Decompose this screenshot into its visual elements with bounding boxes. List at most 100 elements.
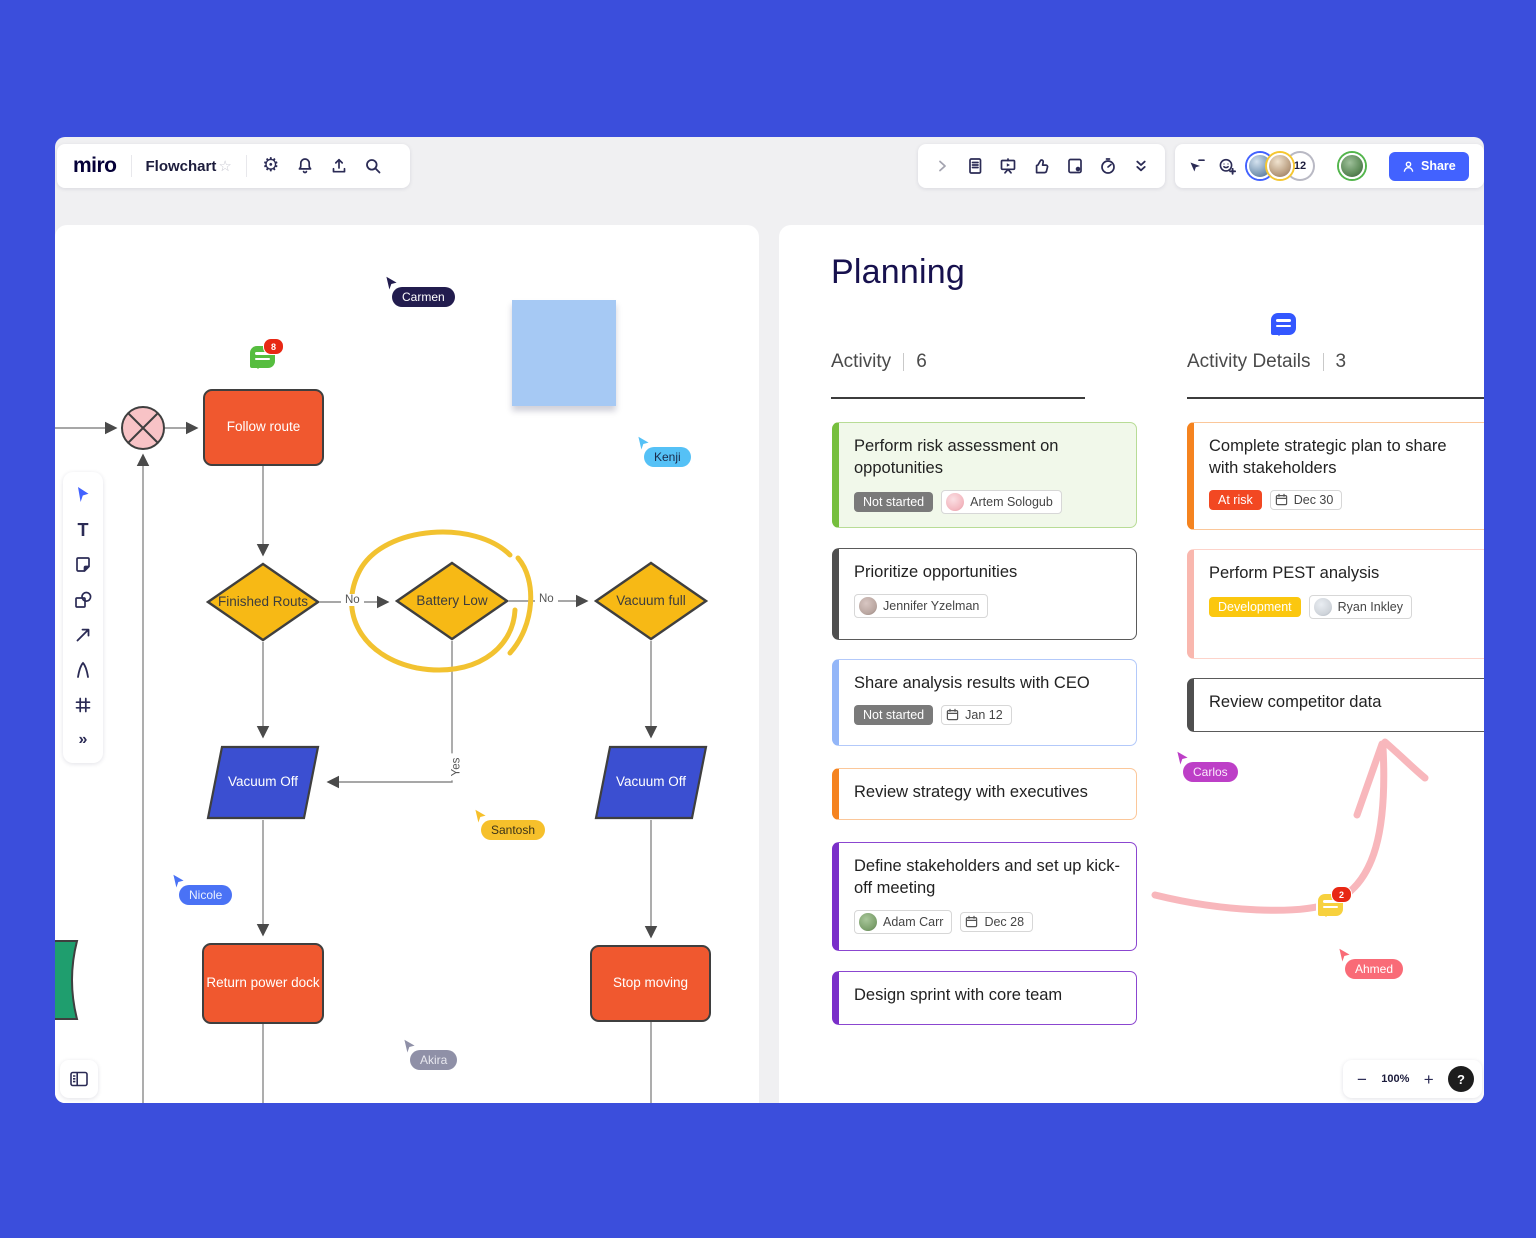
help-button[interactable]: ?	[1448, 1066, 1474, 1092]
settings-gear-icon[interactable]: ⚙	[262, 155, 280, 176]
select-tool[interactable]	[72, 484, 94, 506]
assignee-chip[interactable]: Ryan Inkley	[1308, 594, 1412, 619]
avatar	[859, 912, 877, 931]
activity-card[interactable]: Review strategy with executives	[832, 768, 1137, 820]
follow-cursor-icon[interactable]	[1187, 156, 1207, 176]
add-reaction-emoji-icon[interactable]	[1217, 156, 1237, 176]
connector-arrow-tool[interactable]	[72, 624, 94, 646]
activity-detail-card[interactable]: Review competitor data	[1187, 678, 1484, 732]
flow-node-vacuum-full[interactable]: Vacuum full	[594, 561, 708, 641]
due-date-chip[interactable]: Jan 12	[941, 704, 1012, 725]
notifications-bell-icon[interactable]	[295, 156, 315, 176]
diamond-shape	[594, 561, 708, 641]
status-badge: Not started	[854, 704, 934, 725]
activity-card[interactable]: Define stakeholders and set up kick-off …	[832, 842, 1137, 951]
avatar-current-user[interactable]	[1339, 153, 1365, 179]
sticky-note-tool[interactable]	[72, 554, 94, 576]
assignee-chip[interactable]: Jennifer Yzelman	[854, 593, 989, 618]
avatar[interactable]	[1267, 153, 1293, 179]
comment-pin[interactable]: 2	[1318, 886, 1352, 917]
activity-detail-card[interactable]: Perform PEST analysis Development Ryan I…	[1187, 549, 1484, 659]
due-date-chip[interactable]: Dec 30	[1269, 489, 1343, 510]
expand-chevron-icon[interactable]	[932, 156, 952, 176]
more-tools[interactable]: »	[78, 731, 88, 748]
flow-node-follow-route[interactable]: Follow route	[203, 389, 324, 466]
calendar-icon	[966, 915, 978, 928]
edge-label-yes[interactable]: Yes	[450, 753, 463, 781]
junction-circle-node[interactable]	[121, 406, 165, 450]
avatar	[1313, 597, 1332, 616]
activity-card[interactable]: Perform risk assessment on oppotunities …	[832, 422, 1137, 528]
comment-count-badge: 2	[1331, 886, 1352, 903]
divider	[245, 155, 247, 177]
column-label: Activity Details	[1187, 351, 1311, 372]
edge-label-no[interactable]: No	[341, 594, 364, 606]
zoom-in-button[interactable]: +	[1423, 1069, 1434, 1089]
due-date-chip[interactable]: Dec 28	[960, 911, 1034, 932]
activity-card[interactable]: Share analysis results with CEO Not star…	[832, 659, 1137, 746]
search-icon[interactable]	[363, 156, 383, 176]
sticky-note[interactable]	[512, 300, 616, 406]
side-panel-icon	[70, 1071, 88, 1087]
collapse-chevrons-icon[interactable]	[1131, 156, 1151, 176]
share-button[interactable]: Share	[1389, 151, 1469, 181]
edge-label-no[interactable]: No	[535, 593, 558, 605]
collab-cursor-ahmed: Ahmed	[1336, 947, 1404, 979]
column-label: Activity	[831, 351, 892, 372]
column-rule	[1187, 397, 1484, 399]
miro-app-window: miro Flowchart ☆ ⚙	[55, 137, 1484, 1103]
activity-detail-card[interactable]: Complete strategic plan to share with st…	[1187, 422, 1484, 530]
flow-node-vacuum-off-right[interactable]: Vacuum Off	[594, 745, 708, 820]
favorite-star-icon[interactable]: ☆	[218, 158, 232, 175]
timer-icon[interactable]	[1098, 156, 1118, 176]
calendar-icon	[946, 709, 959, 721]
board-title[interactable]: Flowchart	[145, 157, 217, 175]
person-icon	[1403, 160, 1414, 172]
frames-panel-button[interactable]	[60, 1060, 98, 1098]
frame-tool[interactable]	[72, 694, 94, 716]
column-rule	[831, 397, 1085, 399]
comment-count-badge: 8	[263, 338, 284, 355]
activity-card[interactable]: Design sprint with core team	[832, 971, 1137, 1025]
flowchart-frame[interactable]: Follow route Finished Routs Battery Low …	[55, 225, 759, 1103]
planning-frame[interactable]: Planning Activity 6 Activity Details 3 P…	[779, 225, 1484, 1103]
parallelogram-shape	[206, 745, 320, 820]
text-tool[interactable]: T	[77, 520, 89, 540]
flow-node-stop-moving[interactable]: Stop moving	[590, 945, 711, 1022]
flow-node-finished-routs[interactable]: Finished Routs	[206, 562, 320, 642]
column-count: 3	[1335, 351, 1347, 372]
shapes-tool[interactable]	[72, 589, 94, 611]
zoom-out-button[interactable]: −	[1357, 1069, 1367, 1089]
green-flag-shape[interactable]	[55, 940, 79, 1020]
participant-avatars: 12	[1247, 153, 1313, 179]
status-badge: Development	[1209, 596, 1301, 617]
creation-toolbar: T »	[63, 472, 103, 763]
calendar-icon	[1275, 493, 1287, 506]
frame-title[interactable]: Planning	[831, 253, 965, 291]
activity-card[interactable]: Prioritize opportunities Jennifer Yzelma…	[832, 548, 1137, 640]
comment-pin[interactable]	[1271, 313, 1296, 336]
share-button-label: Share	[1421, 159, 1456, 173]
assignee-chip[interactable]: Artem Sologub	[941, 489, 1062, 514]
column-header-activity-details[interactable]: Activity Details 3	[1187, 351, 1346, 373]
comment-pin[interactable]: 8	[250, 338, 284, 369]
collab-cursor-carlos: Carlos	[1174, 750, 1238, 782]
flow-node-battery-low[interactable]: Battery Low	[395, 561, 509, 641]
presentation-icon[interactable]	[998, 156, 1018, 176]
miro-logo[interactable]: miro	[73, 154, 117, 177]
flow-node-vacuum-off-left[interactable]: Vacuum Off	[206, 745, 320, 820]
pen-tool[interactable]	[72, 659, 94, 681]
note-capture-icon[interactable]	[1065, 156, 1085, 176]
reactions-thumbs-up-icon[interactable]	[1031, 156, 1051, 176]
yellow-scribble-circle[interactable]	[349, 529, 534, 673]
collaboration-toolbar: 12 Share	[1175, 144, 1484, 188]
notes-document-icon[interactable]	[965, 156, 985, 176]
column-header-activity[interactable]: Activity 6	[831, 351, 927, 373]
zoom-level[interactable]: 100%	[1381, 1073, 1410, 1085]
export-upload-icon[interactable]	[329, 156, 349, 176]
assignee-chip[interactable]: Adam Carr	[854, 909, 953, 934]
board-feature-toolbar	[918, 144, 1165, 188]
zoom-bar: − 100% + ?	[1343, 1060, 1482, 1098]
flow-node-return-power-dock[interactable]: Return power dock	[202, 943, 324, 1024]
divider	[1322, 353, 1324, 371]
